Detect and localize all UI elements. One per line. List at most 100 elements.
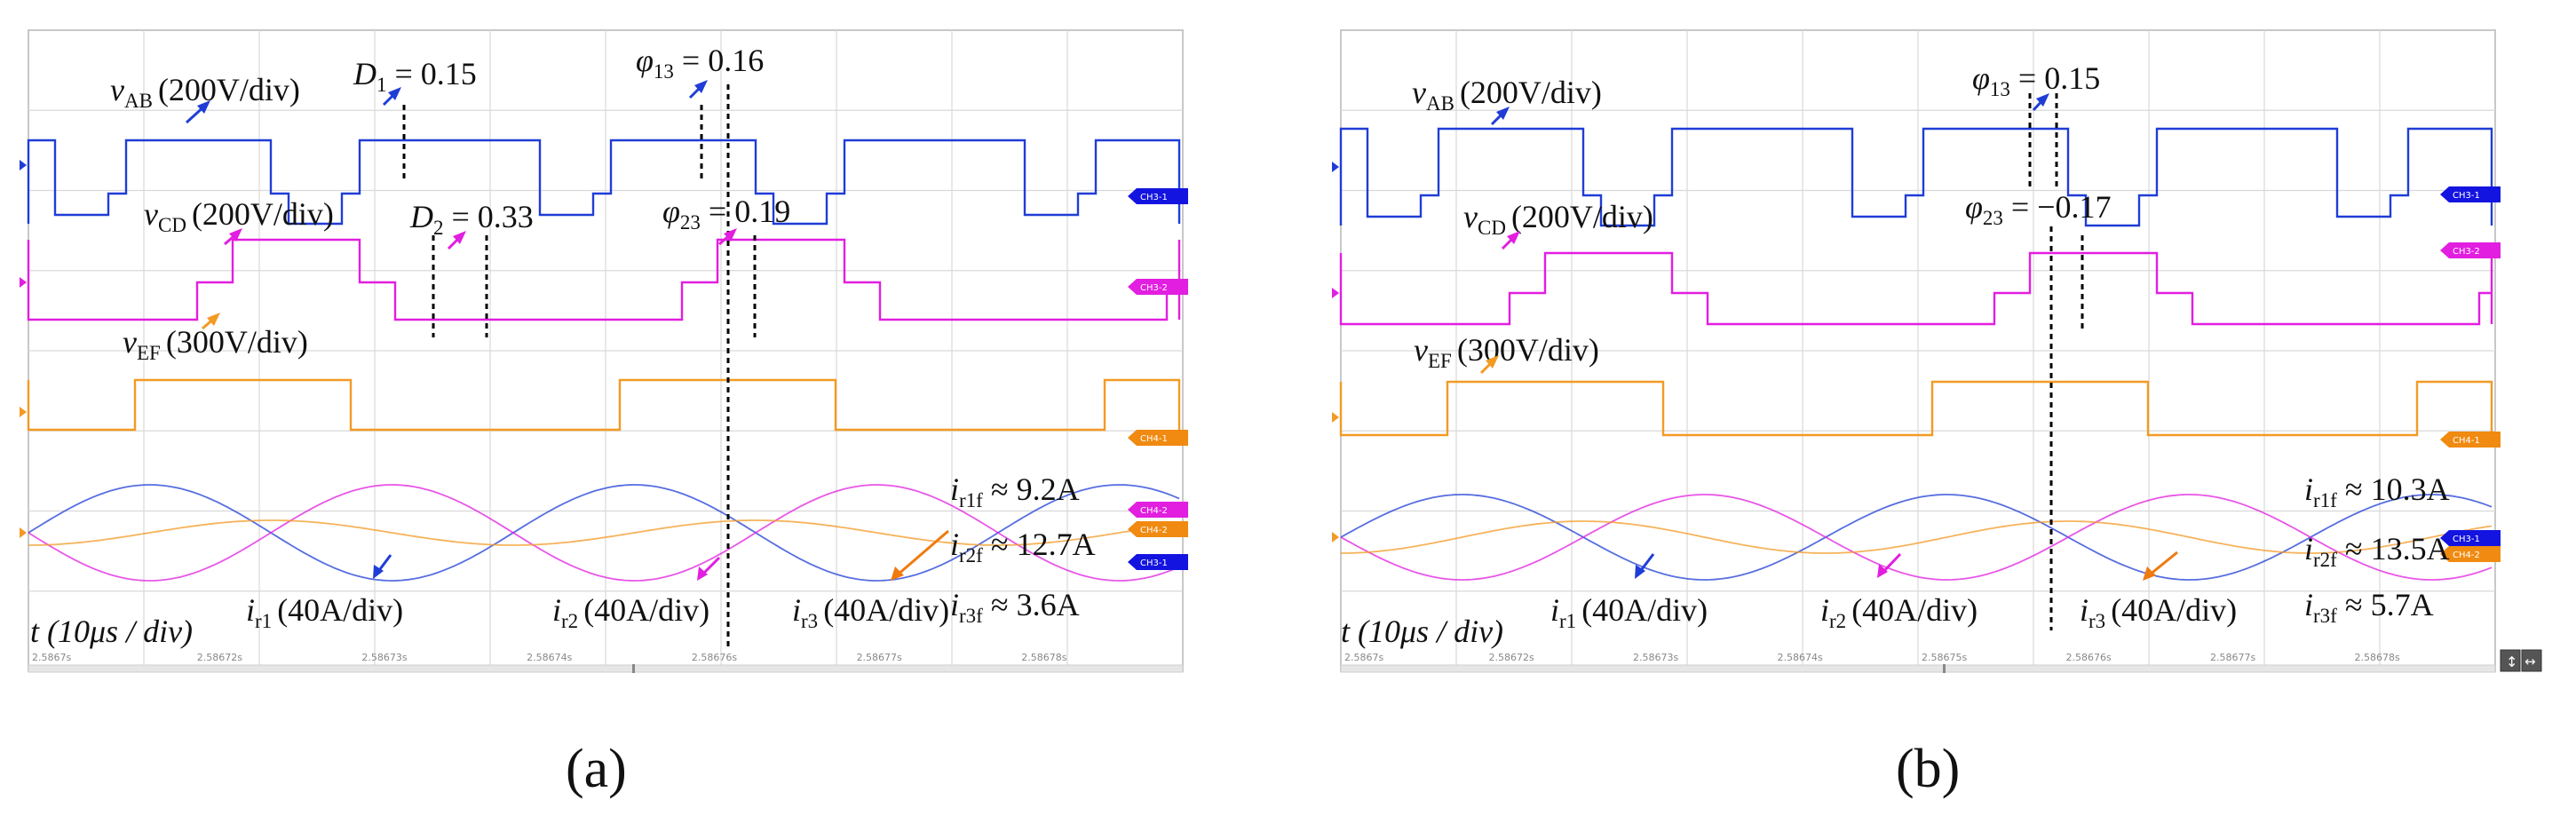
label-vef-b: vEF (300V/div) [1414,332,1599,372]
ir3f-value: ≈ 5.7A [2337,587,2434,622]
time-tick-label: 2.58678s [1021,652,1066,663]
time-tick-label: 2.58673s [1633,652,1678,663]
ir1-scale: (40A/div) [1581,592,1708,628]
label-ir1-a: ir1 (40A/div) [246,592,403,632]
panel-b-scrollbar[interactable] [1340,664,2496,673]
time-tick-label: 2.58676s [692,652,737,663]
trace-vab [1339,127,2493,227]
time-tick-label: 2.58672s [197,652,242,663]
arrowhead-phi13-b [2036,93,2049,107]
trace-ir2 [1340,494,2493,581]
panel-a-channel-tags: CH3-1 CH3-2 CH4-1 CH4-2 CH4-2 CH3-1 [1128,188,1188,570]
vef-sub: EF [1428,350,1452,372]
ir2-sub: r2 [1829,610,1846,632]
vef-scale: (300V/div) [166,324,308,360]
phi13-sub: 13 [1990,78,2010,100]
arrowhead-vef-a [207,313,220,326]
vef-main: v [123,324,137,360]
vab-scale: (200V/div) [158,72,300,107]
label-vab-b: vAB (200V/div) [1412,75,1602,115]
vef-sub: EF [137,342,161,364]
vcd-sub: CD [158,214,186,236]
d1-main: D [353,56,376,91]
level-marker [20,407,27,417]
rms-ir3f-a: ir3f ≈ 3.6A [950,587,1080,627]
channel-tag [1128,554,1188,570]
vef-scale: (300V/div) [1457,332,1599,368]
trace-vab [27,139,1181,226]
rms-ir3f-b: ir3f ≈ 5.7A [2304,587,2434,627]
vab-sub: AB [124,90,153,112]
channel-tag-label: CH3-1 [2453,535,2480,544]
label-vef-a: vEF (300V/div) [123,324,308,364]
channel-tag-label: CH4-2 [1140,506,1168,516]
channel-tag-label: CH3-2 [1140,283,1168,293]
caption-b: (b) [1896,739,1960,799]
panel-a-frame [28,29,1184,673]
arrowhead-vab-b [1496,107,1510,120]
label-ir2-a: ir2 (40A/div) [552,592,709,632]
ir3-sub: r3 [2089,610,2105,632]
panel-b-scroll-thumb[interactable] [1943,664,1946,673]
channel-tag [2440,242,2501,258]
arrowhead-ir1-b [1635,565,1645,579]
annot-d1-a: D1 = 0.15 [353,56,477,96]
ir2f-value: ≈ 12.7A [983,527,1096,562]
label-vab-a: vAB (200V/div) [110,72,300,112]
annot-phi13-a: φ13 = 0.16 [636,43,764,83]
annot-phi23-a: φ23 = 0.19 [662,194,790,234]
phi13-main: φ [636,43,654,78]
time-tick-label: 2.58674s [527,652,572,663]
ir1-main: i [1550,592,1559,628]
zoom-vertical-button[interactable] [2500,649,2521,672]
ir2f-sub: r2f [959,544,983,566]
zoom-horizontal-icon: ↔ [2524,654,2536,669]
phi13-sub: 13 [654,60,674,83]
time-tick-label: 2.58676s [2066,652,2112,663]
panel-a-scrollbar[interactable] [28,664,1184,673]
ir2-scale: (40A/div) [1851,592,1978,628]
trace-ir1 [28,484,1180,582]
panel-a-grid [28,30,1183,671]
trace-ir2 [28,484,1180,582]
phi23-sub: 23 [680,211,701,234]
panel-a-guide-lines [402,84,757,648]
phi23-main: φ [1965,189,1983,225]
annot-phi23-b: φ23 = −0.17 [1965,189,2112,229]
ir1f-main: i [2304,471,2313,507]
arrow-ir3-b [2148,551,2178,577]
panel-b-channel-tags: CH3-1 CH3-2 CH4-1 CH3-1 CH4-2 [2440,186,2501,562]
ir1-sub: r1 [1559,610,1576,632]
arrowhead-d2-a [453,231,466,244]
ir3-scale: (40A/div) [823,592,949,628]
rms-ir1f-a: ir1f ≈ 9.2A [950,471,1080,511]
time-scale-label-a: t (10μs / div) [30,614,193,649]
phi23-value: = −0.17 [2003,189,2112,225]
channel-tag [1128,502,1188,518]
level-marker [1332,288,1339,298]
vab-sub: AB [1426,92,1454,115]
ir2f-value: ≈ 13.5A [2337,531,2450,566]
vef-main: v [1414,332,1428,368]
ir2-scale: (40A/div) [583,592,709,628]
ir2-main: i [1820,592,1829,628]
level-marker [20,277,27,288]
zoom-controls-b[interactable]: ↕ ↔ [2500,649,2542,672]
channel-tag-label: CH3-1 [1140,559,1168,568]
label-ir1-b: ir1 (40A/div) [1550,592,1708,632]
channel-tag-label: CH3-1 [2453,191,2480,201]
zoom-horizontal-button[interactable] [2521,649,2542,672]
ir3-main: i [792,592,801,628]
ir2-main: i [552,592,561,628]
arrow-ir2-b [1881,552,1902,574]
channel-tag [1128,430,1188,446]
d1-sub: 1 [376,74,387,96]
panel-a-level-markers [20,160,27,538]
channel-tag [1128,279,1188,295]
panel-a-scroll-thumb[interactable] [632,664,635,673]
channel-tag-label: CH3-1 [1140,193,1168,202]
time-tick-label: 2.58677s [857,652,902,663]
ir3-main: i [2080,592,2089,628]
ir1-main: i [246,592,255,628]
